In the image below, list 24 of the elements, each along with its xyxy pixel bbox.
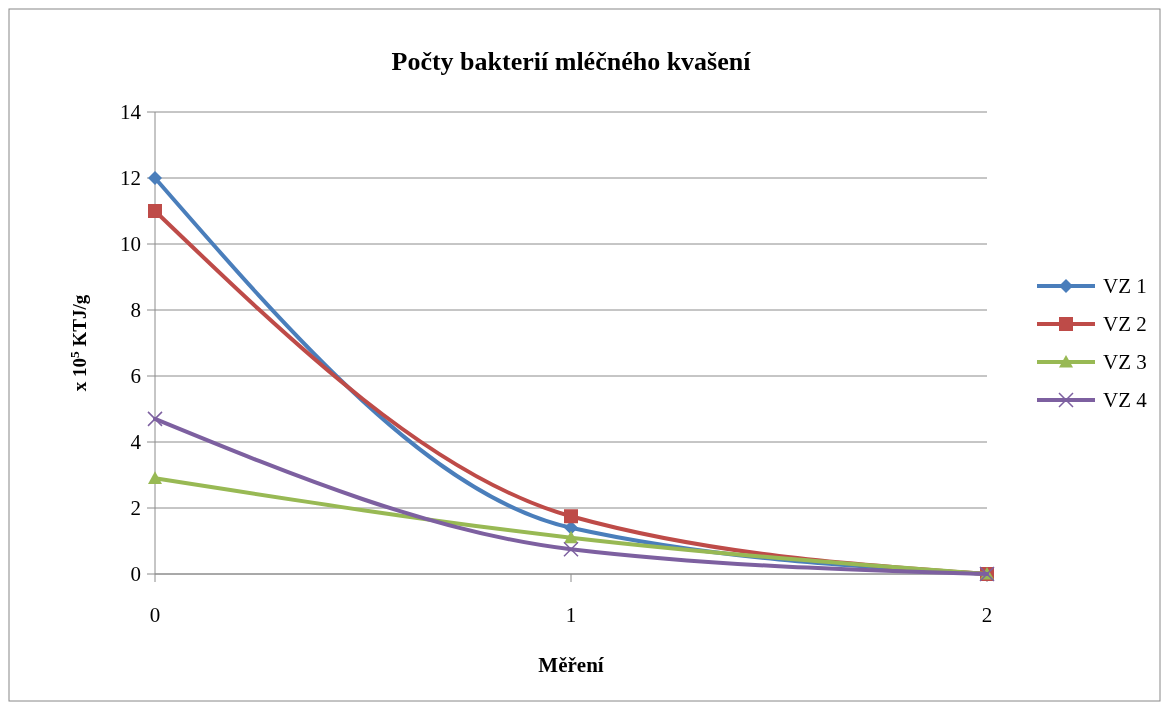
y-tick-label: 8 [130,298,141,322]
point [564,509,578,524]
x-axis-title: Měření [538,653,605,677]
point [147,411,163,427]
legend-label: VZ 1 [1103,274,1147,298]
y-tick-label: 12 [120,166,141,190]
x-tick-label: 1 [565,603,577,627]
y-tick-label: 0 [130,562,141,586]
point [563,541,579,557]
legend-label: VZ 2 [1103,312,1147,336]
point [148,471,162,484]
y-tick-label: 10 [120,232,141,256]
y-tick-label: 2 [130,496,141,520]
chart-title: Počty bakterií mléčného kvašení [391,47,752,76]
y-tick-label: 6 [130,364,141,388]
x-tick-label: 2 [981,603,993,627]
legend-label: VZ 4 [1103,388,1148,412]
point [148,204,162,218]
y-tick-label: 4 [130,430,142,454]
x-tick-label: 0 [149,603,161,627]
y-tick-label: 14 [120,100,142,124]
point [564,530,578,544]
legend-label: VZ 3 [1103,350,1147,374]
point [148,171,162,185]
